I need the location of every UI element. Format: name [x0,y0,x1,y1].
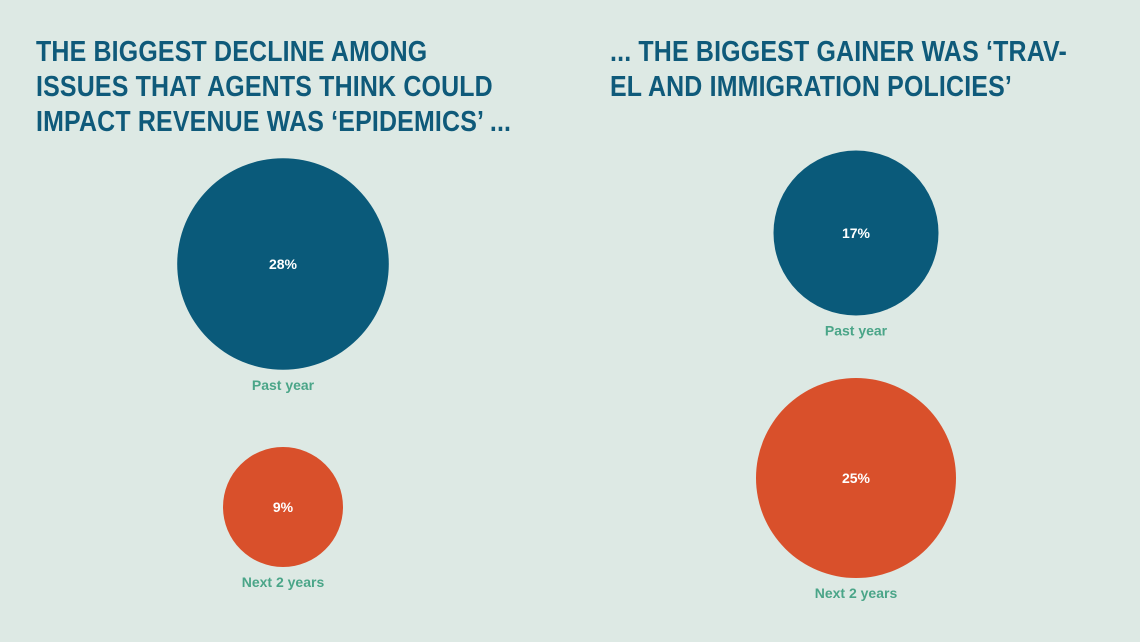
right-headline-line-1: ... THE BIGGEST GAINER WAS ‘TRAV- [610,36,1067,68]
bubble-value-label: 28% [269,256,298,272]
bubble-category-label: Past year [825,323,888,339]
left-headline-line-3: IMPACT REVENUE WAS ‘EPIDEMICS’ ... [36,106,512,138]
bubble-group-1: 28% Past year 9% Next 2 years [177,158,389,590]
left-headline-line-2: ISSUES THAT AGENTS THINK COULD [36,71,493,103]
bubble-category-label: Past year [252,377,315,393]
bubble-past-year-1 [177,158,389,370]
bubble-value-label: 9% [273,499,294,515]
right-headline-line-2: EL AND IMMIGRATION POLICIES’ [610,71,1013,103]
bubble-group-2: 17% Past year 25% Next 2 years [756,150,956,601]
bubble-category-label: Next 2 years [815,585,898,601]
bubble-value-label: 25% [842,470,871,486]
bubble-value-label: 17% [842,225,871,241]
left-headline: THE BIGGEST DECLINE AMONG ISSUES THAT AG… [36,35,511,140]
left-headline-line-1: THE BIGGEST DECLINE AMONG [36,36,428,68]
bubble-past-year-2 [773,150,939,316]
bubble-category-label: Next 2 years [242,574,325,590]
bubble-next-2-years-2 [756,378,956,578]
right-headline: ... THE BIGGEST GAINER WAS ‘TRAV- EL AND… [610,35,1067,105]
bubble-next-2-years-1 [223,447,343,567]
